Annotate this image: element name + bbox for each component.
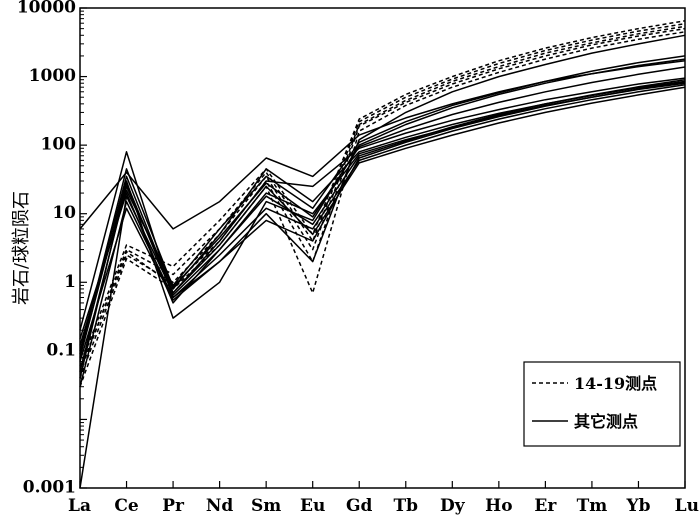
series-line-12 — [79, 83, 686, 387]
legend-box — [523, 361, 681, 447]
x-tick-label: Nd — [206, 496, 234, 516]
x-tick-label: La — [68, 496, 91, 516]
x-tick-label: Sm — [251, 496, 281, 516]
legend-label-solid: 其它测点 — [574, 412, 638, 431]
x-tick-label: Yb — [625, 496, 650, 516]
series-line-5 — [79, 31, 686, 387]
y-tick-label: 0.1 — [46, 340, 76, 360]
series-line-4 — [79, 27, 686, 372]
x-tick-label: Tb — [393, 496, 418, 516]
x-tick-label: Lu — [675, 496, 699, 516]
legend-label-dashed: 14-19测点 — [574, 374, 657, 393]
x-tick-label: Ho — [485, 496, 512, 516]
y-tick-label: 0.001 — [23, 478, 76, 498]
plot-frame — [79, 7, 686, 489]
x-tick-label: Eu — [300, 496, 325, 516]
series-line-16 — [79, 78, 686, 379]
series-line-11 — [79, 58, 686, 358]
series-layer — [79, 20, 686, 489]
series-line-1 — [79, 20, 686, 367]
y-tick-label: 1 — [64, 272, 76, 292]
y-tick-label: 1000 — [29, 66, 76, 86]
x-tick-label: Gd — [346, 496, 373, 516]
x-tick-label: Tm — [577, 496, 608, 516]
series-line-15 — [79, 81, 686, 362]
y-axis-label: 岩石/球粒陨石 — [11, 191, 32, 305]
series-line-13 — [79, 86, 686, 489]
series-line-17 — [79, 66, 686, 355]
legend: 14-19测点 其它测点 — [523, 361, 681, 447]
y-tick-label: 100 — [41, 135, 77, 155]
x-tick-label: Ce — [114, 496, 139, 516]
x-tick-label: Dy — [440, 496, 466, 516]
y-axis: 0.001 0.1 1 10 100 1000 10000 — [17, 0, 87, 498]
x-axis: La Ce Pr Nd Sm Eu Gd Tb Dy Ho Er Tm Yb Lu — [68, 481, 699, 516]
series-line-10 — [79, 82, 686, 340]
y-tick-label: 10000 — [17, 0, 76, 18]
y-tick-label: 10 — [52, 203, 76, 223]
series-line-2 — [79, 22, 686, 372]
series-line-7 — [79, 34, 686, 331]
x-tick-label: Pr — [162, 496, 185, 516]
x-tick-label: Er — [534, 496, 557, 516]
series-line-14 — [79, 55, 686, 346]
series-line-3 — [79, 25, 686, 379]
